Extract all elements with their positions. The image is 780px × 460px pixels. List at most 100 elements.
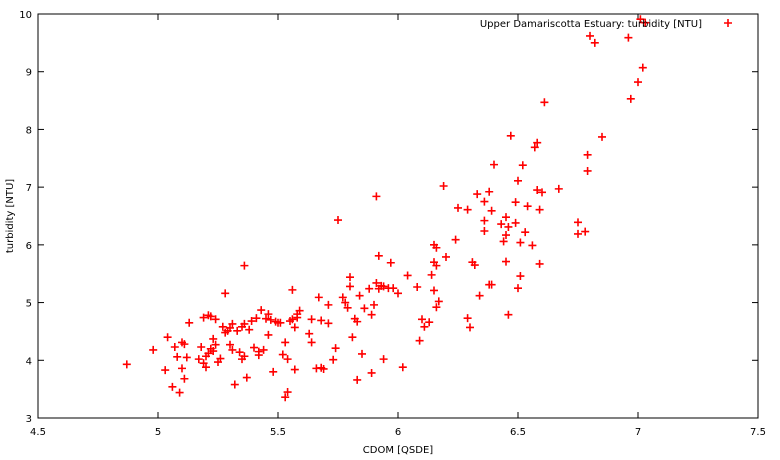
data-point [502,257,510,266]
data-point [487,206,496,215]
data-point [370,300,378,309]
data-point [386,258,395,267]
data-point [506,131,515,140]
data-point [598,132,606,141]
data-point [245,325,254,334]
data-point [463,314,472,323]
data-point [511,218,520,227]
data-point [334,216,342,225]
data-point [293,313,302,322]
data-point [346,273,354,282]
data-point [463,205,472,214]
data-point [324,319,333,328]
data-point [540,98,549,107]
data-point [216,354,225,363]
data-point [432,303,441,312]
data-point [247,317,256,326]
data-point [338,293,347,302]
data-point [499,237,508,246]
data-point [264,330,273,339]
data-point [211,340,220,349]
data-point [288,285,297,294]
data-point [209,347,218,356]
data-point [278,350,287,359]
x-tick-label: 6.5 [510,427,526,438]
data-point [473,190,482,199]
y-tick-label: 5 [26,299,32,310]
data-point [343,303,352,312]
y-tick-label: 8 [26,125,32,136]
data-point [240,261,249,270]
x-axis-label: CDOM [QSDE] [363,445,433,456]
data-point [379,355,388,364]
data-point [590,38,599,47]
y-tick-label: 10 [19,10,32,21]
data-point [516,238,525,247]
data-point [634,78,642,87]
data-point [497,220,506,229]
data-point [355,291,364,300]
y-tick-label: 3 [26,414,32,425]
data-point [480,197,489,206]
data-point [379,282,388,291]
data-point [331,344,340,353]
data-point [295,306,304,315]
data-point [254,351,263,360]
data-point [317,316,326,325]
data-point [211,315,220,324]
data-point [535,205,544,214]
data-point [425,318,434,327]
data-point [394,289,402,298]
data-point [218,322,227,331]
y-axis-label: turbidity [NTU] [5,179,16,253]
data-point [432,261,441,270]
data-point [427,270,436,279]
data-point [514,284,522,293]
data-point [533,186,542,195]
data-point [530,143,539,152]
data-point [314,293,323,302]
data-point [365,284,374,293]
data-point [432,243,441,252]
data-point [502,213,510,222]
data-point [168,382,177,391]
data-point [470,261,479,270]
data-point [290,323,299,332]
data-point [269,367,278,376]
data-point [199,359,208,368]
data-point [257,306,266,315]
data-point [242,373,251,382]
legend-marker-symbol [724,19,732,27]
data-point [574,229,582,238]
data-point [360,304,369,313]
x-axis: 4.5 5 5.5 6 6.5 7 7.5 [30,14,766,438]
data-point [439,181,448,190]
x-tick-label: 6 [395,427,401,438]
data-point [514,176,522,185]
data-point [250,343,258,352]
data-point [122,360,131,369]
data-point [374,251,383,260]
data-point [307,315,316,324]
data-point [240,319,249,328]
data-point [252,314,261,323]
data-point [178,364,186,373]
data-point [367,368,376,377]
x-tick-label: 5 [155,427,161,438]
data-point [504,222,513,231]
data-point [624,33,633,42]
x-tick-label: 7 [635,427,641,438]
data-point [194,355,203,364]
data-point [290,365,299,374]
data-point [490,160,498,169]
data-point [466,323,474,332]
data-point [262,314,270,323]
data-point [341,298,350,307]
data-point [434,297,443,306]
data-point [538,188,546,197]
data-point [329,355,338,364]
data-point [581,227,590,236]
data-point [475,291,484,300]
data-point [206,312,215,321]
legend: Upper Damariscotta Estuary: turbidity [N… [480,19,732,30]
